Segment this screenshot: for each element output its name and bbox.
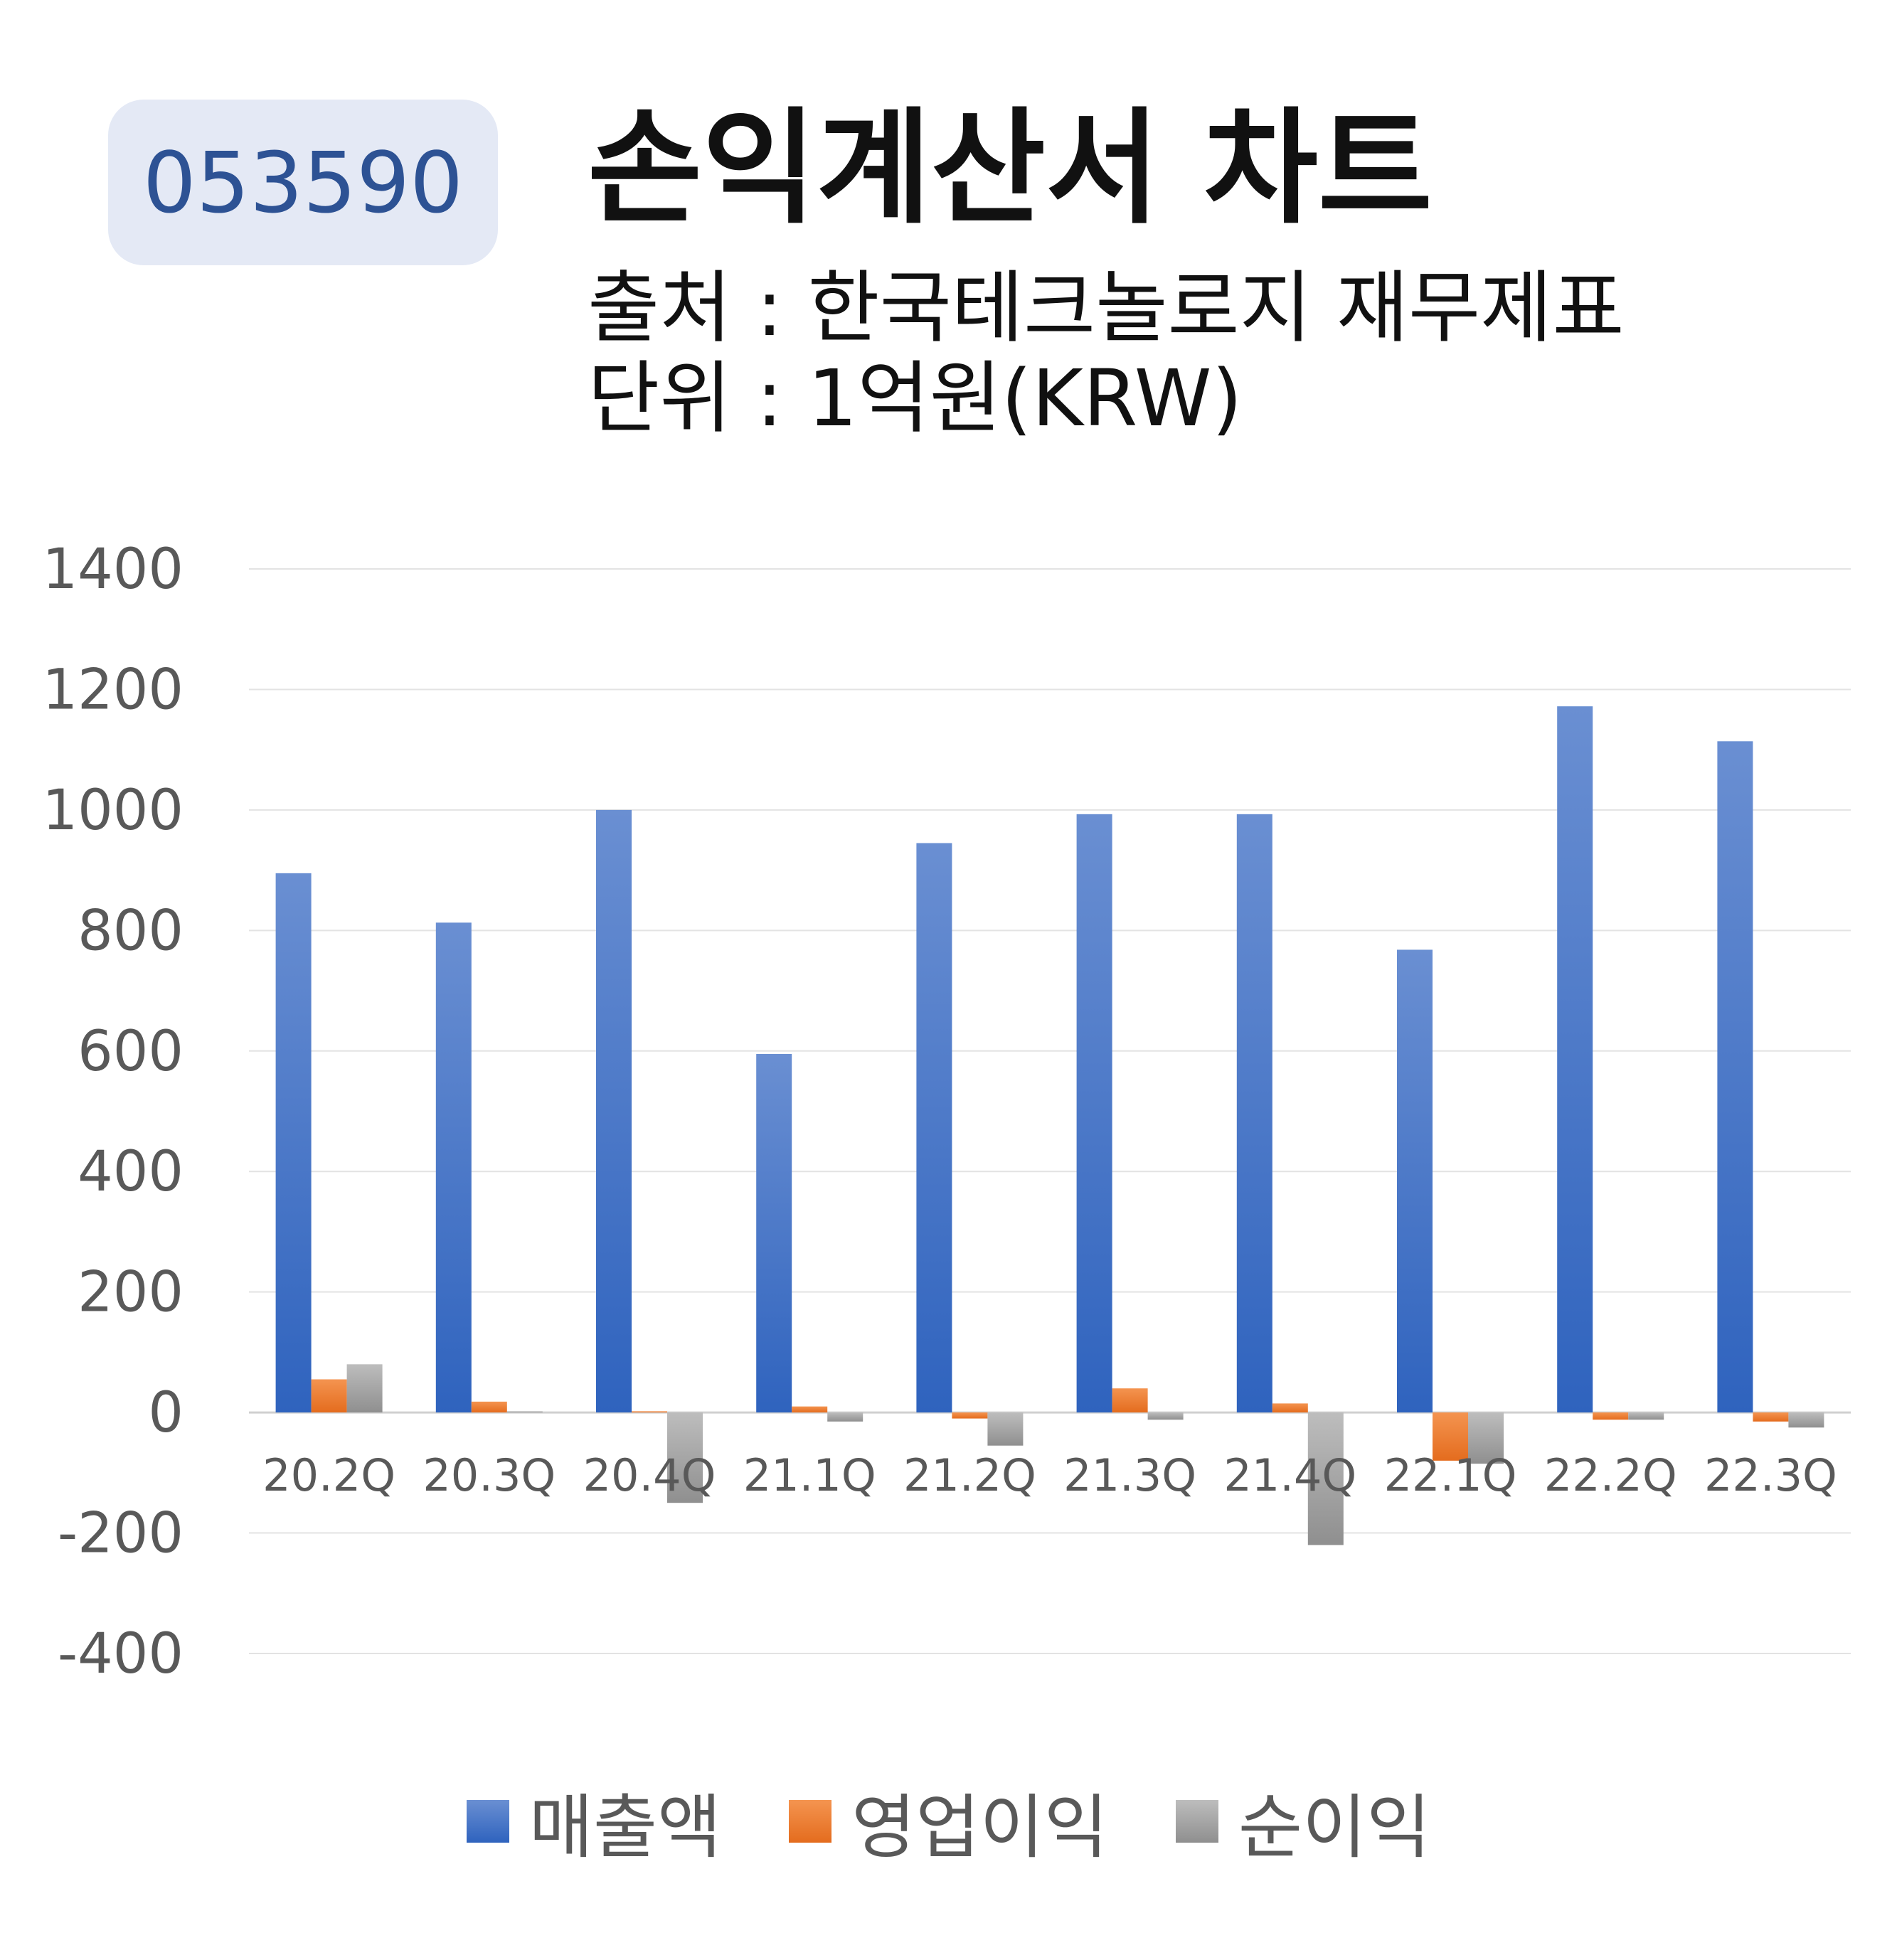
bar-net-21.3Q [1147, 1412, 1184, 1420]
y-tick-label: 800 [78, 899, 184, 963]
bar-sales-21.2Q [916, 843, 952, 1413]
stock-code: 053590 [142, 133, 464, 232]
legend-swatch-sales [466, 1800, 509, 1843]
y-tick-label: 200 [78, 1261, 184, 1325]
bar-sales-21.3Q [1076, 814, 1112, 1413]
bar-operating-22.1Q [1433, 1412, 1468, 1461]
bar-net-21.1Q [827, 1412, 864, 1422]
x-category-label: 22.2Q [1544, 1449, 1677, 1501]
bar-sales-22.1Q [1397, 949, 1433, 1413]
unit-text: 단위 : 1억원(KRW) [588, 353, 1243, 444]
y-tick-label: -400 [58, 1622, 184, 1686]
bars [275, 706, 1824, 1545]
x-category-label: 20.3Q [423, 1449, 556, 1501]
x-axis-labels: 20.2Q 20.3Q 20.4Q 21.1Q 21.2Q 21.3Q 21.4Q 22.1Q… [262, 1449, 1837, 1501]
bar-operating-21.3Q [1112, 1388, 1148, 1413]
bar-operating-20.2Q [311, 1379, 347, 1413]
legend-swatch-net [1175, 1800, 1218, 1843]
legend-label-net: 순이익 [1238, 1787, 1431, 1868]
bar-operating-22.3Q [1753, 1412, 1789, 1422]
y-tick-label: 0 [148, 1381, 184, 1445]
bar-sales-21.1Q [756, 1054, 792, 1413]
y-tick-label: 1200 [42, 658, 184, 722]
y-tick-label: 1000 [42, 779, 184, 843]
x-category-label: 21.1Q [743, 1449, 876, 1501]
bar-net-22.1Q [1468, 1412, 1504, 1464]
bar-sales-20.4Q [596, 809, 632, 1413]
y-axis-ticks: 1400 1200 1000 800 600 400 200 0 -200 -400 [42, 538, 184, 1686]
legend-label-sales: 매출액 [528, 1787, 722, 1868]
legend-swatch-operating [789, 1800, 832, 1843]
bar-net-21.2Q [987, 1412, 1024, 1446]
bar-operating-22.2Q [1593, 1412, 1629, 1420]
x-category-label: 20.4Q [583, 1449, 716, 1501]
stock-code-badge: 053590 [108, 100, 498, 265]
bar-net-22.2Q [1628, 1412, 1664, 1420]
legend-label-operating: 영업이익 [851, 1787, 1108, 1868]
legend-item-operating: 영업이익 [789, 1771, 1108, 1872]
bar-operating-20.3Q [471, 1401, 507, 1413]
y-tick-label: 600 [78, 1020, 184, 1084]
x-category-label: 22.1Q [1384, 1449, 1517, 1501]
chart-title: 손익계산서 차트 [588, 97, 1433, 241]
legend: 매출액 영업이익 순이익 [0, 1771, 1897, 1872]
bar-net-20.2Q [346, 1364, 383, 1413]
legend-item-net: 순이익 [1175, 1771, 1431, 1872]
bar-net-21.4Q [1307, 1412, 1344, 1545]
legend-item-sales: 매출액 [466, 1771, 722, 1872]
bar-net-22.3Q [1788, 1412, 1824, 1428]
bar-operating-21.4Q [1272, 1403, 1308, 1413]
source-text: 출처 : 한국테크놀로지 재무제표 [588, 262, 1625, 353]
y-tick-label: 1400 [42, 538, 184, 602]
x-category-label: 21.4Q [1223, 1449, 1356, 1501]
x-category-label: 22.3Q [1704, 1449, 1837, 1501]
bar-operating-21.2Q [952, 1412, 988, 1419]
bar-operating-21.1Q [792, 1406, 828, 1413]
bar-operating-20.4Q [632, 1411, 667, 1413]
y-tick-label: -200 [58, 1502, 184, 1566]
bar-sales-21.4Q [1236, 814, 1272, 1413]
bar-sales-20.2Q [275, 873, 312, 1413]
bar-sales-20.3Q [435, 922, 472, 1413]
y-tick-label: 400 [78, 1140, 184, 1204]
x-category-label: 21.3Q [1063, 1449, 1196, 1501]
bar-net-20.3Q [506, 1411, 543, 1413]
bar-sales-22.2Q [1557, 706, 1593, 1413]
x-category-label: 20.2Q [262, 1449, 395, 1501]
bar-sales-22.3Q [1717, 741, 1753, 1413]
bar-net-20.4Q [667, 1412, 703, 1503]
x-category-label: 21.2Q [903, 1449, 1036, 1501]
